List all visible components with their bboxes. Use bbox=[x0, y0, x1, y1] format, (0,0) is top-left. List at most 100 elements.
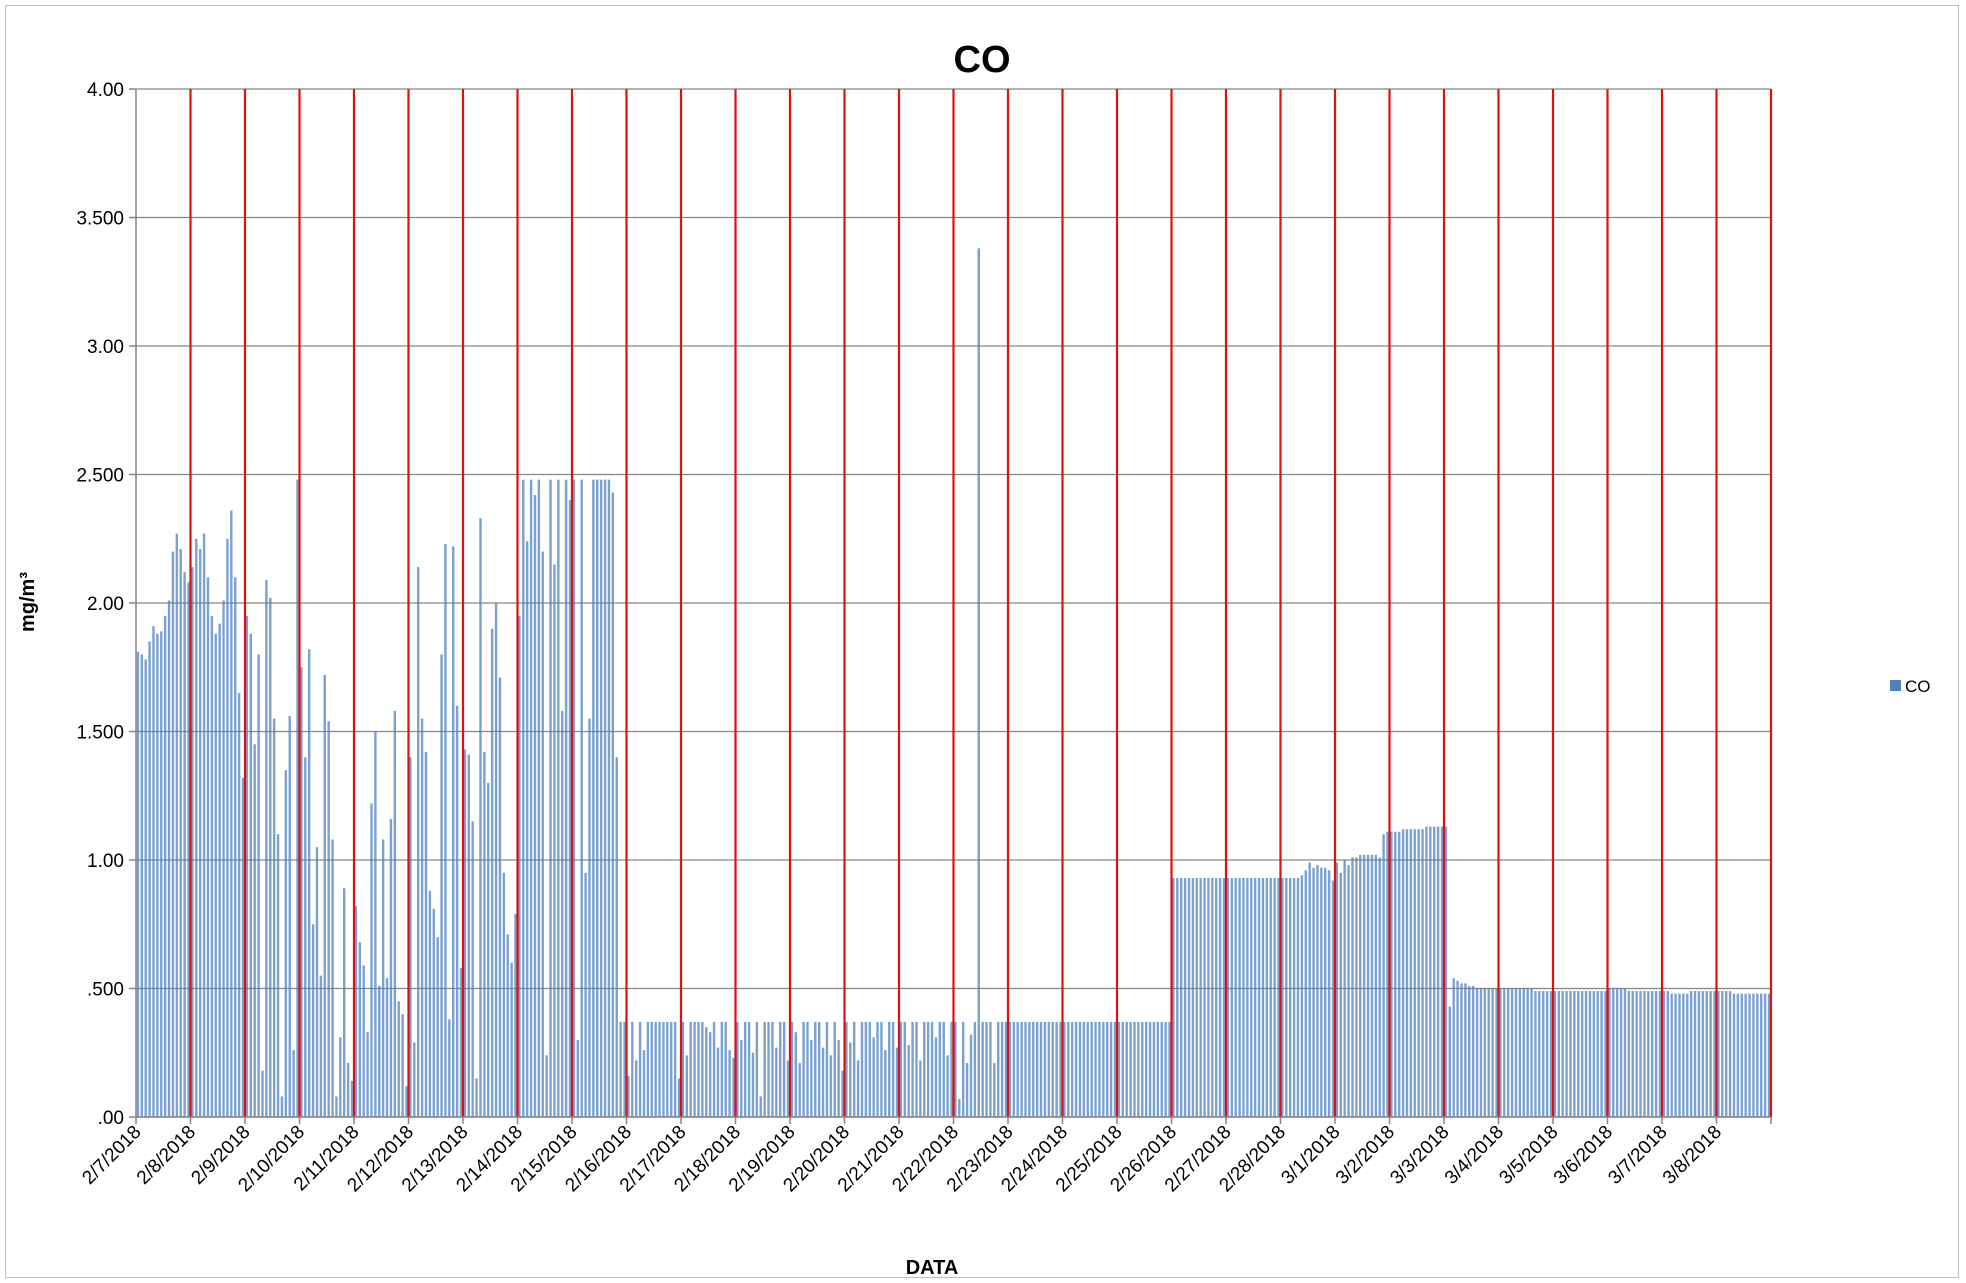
y-tick-label: .500 bbox=[87, 980, 124, 1001]
bar-co bbox=[487, 783, 489, 1117]
bar-co bbox=[1472, 986, 1474, 1117]
bar-co bbox=[985, 1022, 987, 1117]
bar-co bbox=[1347, 865, 1349, 1117]
bar-co bbox=[872, 1037, 874, 1117]
bar-co bbox=[1157, 1022, 1159, 1117]
bar-co bbox=[1168, 1022, 1170, 1117]
bar-co bbox=[339, 1037, 341, 1117]
bar-co bbox=[292, 1050, 294, 1117]
bar-co bbox=[1651, 991, 1653, 1117]
bar-co bbox=[261, 1071, 263, 1117]
bar-co bbox=[584, 873, 586, 1117]
bar-co bbox=[689, 1022, 691, 1117]
bar-co bbox=[1340, 873, 1342, 1117]
bar-co bbox=[1417, 829, 1419, 1117]
bar-co bbox=[452, 546, 454, 1117]
bar-co bbox=[993, 1063, 995, 1117]
bar-co bbox=[748, 1022, 750, 1117]
bar-co bbox=[1273, 878, 1275, 1117]
bar-co bbox=[1196, 878, 1198, 1117]
bar-co bbox=[257, 654, 259, 1117]
bar-co bbox=[1729, 991, 1731, 1117]
bar-co bbox=[639, 1022, 641, 1117]
bar-co bbox=[1238, 878, 1240, 1117]
bar-co bbox=[651, 1022, 653, 1117]
bar-co bbox=[483, 752, 485, 1117]
bar-co bbox=[1028, 1022, 1030, 1117]
bar-co bbox=[1620, 989, 1622, 1118]
bar-co bbox=[1550, 991, 1552, 1117]
bar-co bbox=[939, 1022, 941, 1117]
bar-co bbox=[269, 598, 271, 1117]
bar-co bbox=[1558, 991, 1560, 1117]
bar-co bbox=[405, 1086, 407, 1117]
x-tick-label: 3/7/2018 bbox=[1604, 1122, 1671, 1189]
bar-co bbox=[1351, 857, 1353, 1117]
y-tick-label: 2.500 bbox=[76, 466, 124, 487]
bar-co bbox=[989, 1022, 991, 1117]
bar-co bbox=[1036, 1022, 1038, 1117]
bar-co bbox=[853, 1022, 855, 1117]
x-tick-label: 3/8/2018 bbox=[1659, 1122, 1726, 1189]
bar-co bbox=[1371, 855, 1373, 1117]
bar-co bbox=[1071, 1022, 1073, 1117]
bar-co bbox=[1176, 878, 1178, 1117]
bar-co bbox=[1328, 870, 1330, 1117]
bar-co bbox=[421, 719, 423, 1117]
bar-co bbox=[1266, 878, 1268, 1117]
bar-co bbox=[320, 976, 322, 1117]
bar-co bbox=[775, 1048, 777, 1117]
bar-co bbox=[308, 649, 310, 1117]
bar-co bbox=[1433, 827, 1435, 1117]
bar-co bbox=[1180, 878, 1182, 1117]
bar-co bbox=[884, 1050, 886, 1117]
bar-co bbox=[152, 626, 154, 1117]
bar-co bbox=[1016, 1022, 1018, 1117]
bar-co bbox=[215, 634, 217, 1117]
bar-co bbox=[1398, 832, 1400, 1117]
bar-co bbox=[869, 1022, 871, 1117]
bar-co bbox=[876, 1022, 878, 1117]
bar-co bbox=[1425, 827, 1427, 1117]
bar-co bbox=[970, 1035, 972, 1117]
x-tick-label: 2/7/2018 bbox=[78, 1122, 145, 1189]
bar-co bbox=[491, 629, 493, 1117]
bar-co bbox=[1203, 878, 1205, 1117]
bar-co bbox=[526, 541, 528, 1117]
y-tick-label: 1.00 bbox=[87, 851, 124, 872]
bar-co bbox=[674, 1022, 676, 1117]
bar-co bbox=[946, 1055, 948, 1117]
bar-co bbox=[837, 1040, 839, 1117]
bar-co bbox=[1484, 989, 1486, 1118]
bar-co bbox=[1375, 855, 1377, 1117]
bar-co bbox=[230, 510, 232, 1117]
bar-co bbox=[830, 1055, 832, 1117]
bar-co bbox=[1005, 1022, 1007, 1117]
bar-co bbox=[507, 935, 509, 1117]
x-axis-title: DATA bbox=[906, 1257, 959, 1279]
bar-co bbox=[619, 1022, 621, 1117]
bar-co bbox=[1709, 991, 1711, 1117]
bar-co bbox=[1682, 994, 1684, 1117]
bar-co bbox=[1013, 1022, 1015, 1117]
x-tick-label: 3/5/2018 bbox=[1495, 1122, 1562, 1189]
bar-co bbox=[1406, 829, 1408, 1117]
bar-co bbox=[892, 1022, 894, 1117]
bar-co bbox=[596, 480, 598, 1117]
bar-co bbox=[767, 1022, 769, 1117]
bar-co bbox=[1756, 994, 1758, 1117]
bar-co bbox=[1308, 863, 1310, 1117]
bar-co bbox=[1480, 989, 1482, 1118]
bar-co bbox=[1414, 829, 1416, 1117]
bar-co bbox=[1250, 878, 1252, 1117]
bar-co bbox=[1678, 994, 1680, 1117]
bar-co bbox=[907, 1045, 909, 1117]
bar-co bbox=[1262, 878, 1264, 1117]
bar-co bbox=[1270, 878, 1272, 1117]
bar-co bbox=[471, 821, 473, 1117]
bar-co bbox=[1359, 855, 1361, 1117]
bar-co bbox=[211, 616, 213, 1117]
bar-co bbox=[222, 600, 224, 1117]
y-axis-title: mg/m³ bbox=[17, 572, 39, 632]
bar-co bbox=[911, 1022, 913, 1117]
